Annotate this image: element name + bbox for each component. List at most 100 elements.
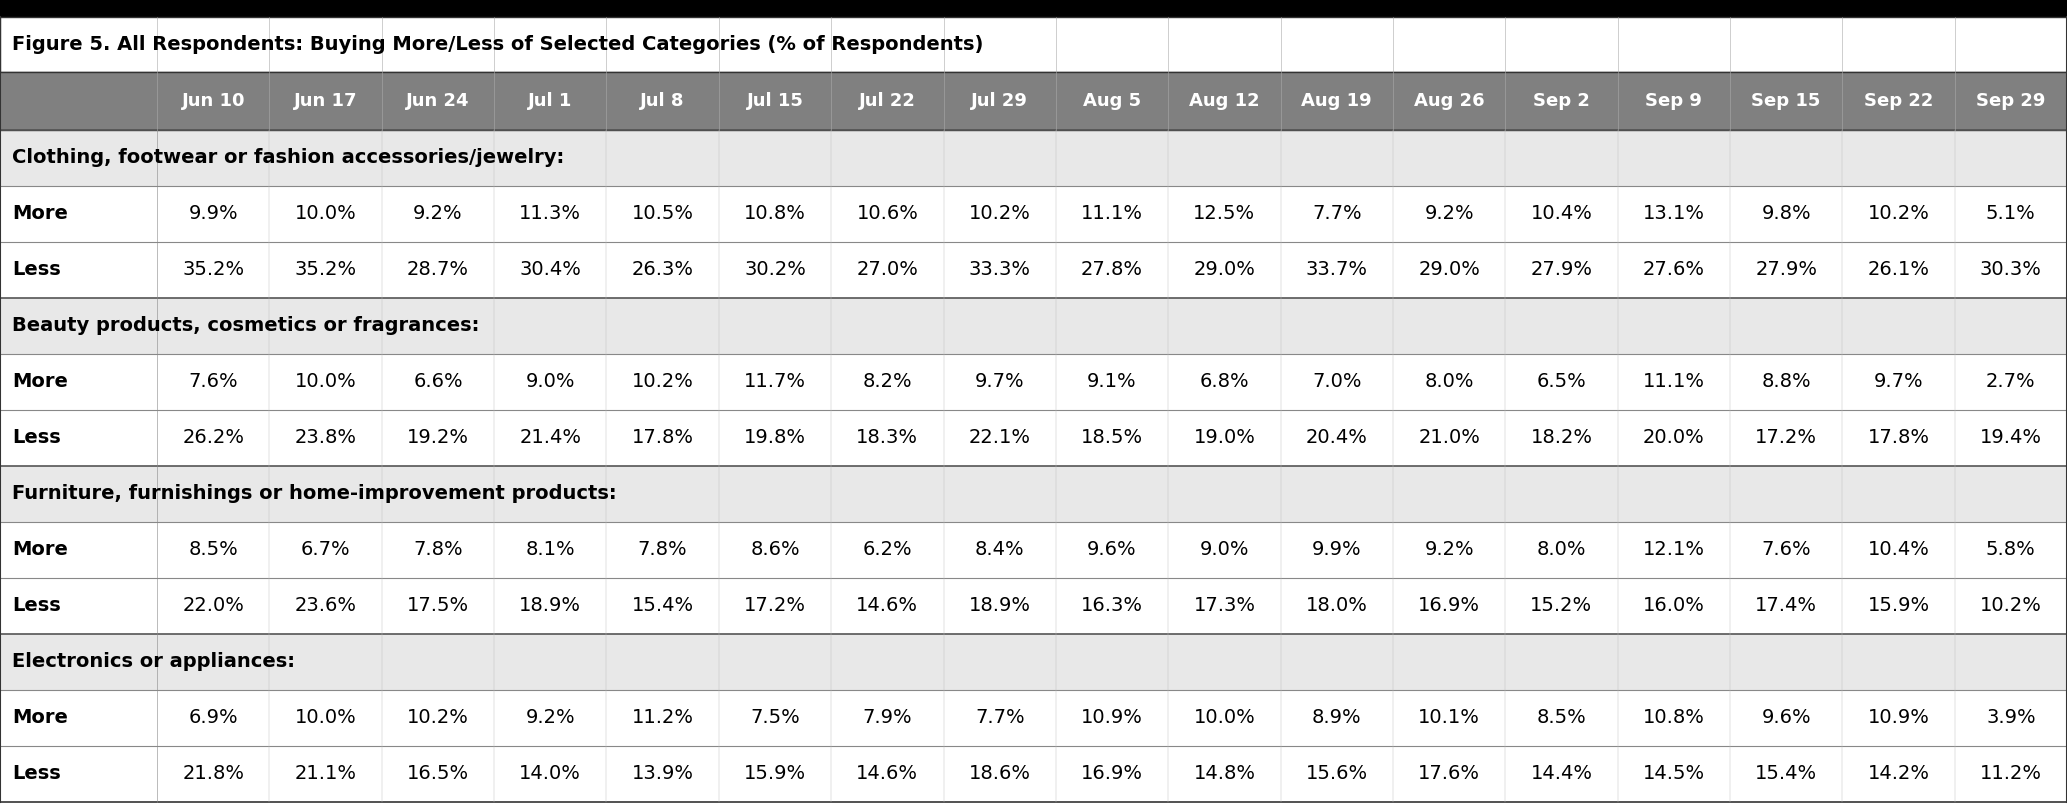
Text: 7.5%: 7.5% <box>750 708 800 728</box>
Text: 17.5%: 17.5% <box>407 596 469 616</box>
Text: 8.0%: 8.0% <box>1536 540 1585 559</box>
Text: 10.5%: 10.5% <box>633 204 695 223</box>
Text: 2.7%: 2.7% <box>1986 372 2036 391</box>
Text: 18.9%: 18.9% <box>519 596 581 616</box>
Text: 21.4%: 21.4% <box>519 428 581 447</box>
Text: 22.0%: 22.0% <box>182 596 244 616</box>
Text: 3.9%: 3.9% <box>1986 708 2036 728</box>
Text: 17.8%: 17.8% <box>633 428 695 447</box>
Text: 5.1%: 5.1% <box>1986 204 2036 223</box>
Text: 19.0%: 19.0% <box>1193 428 1255 447</box>
Bar <box>0 578 2067 634</box>
Text: Jun 24: Jun 24 <box>407 92 469 110</box>
Text: Aug 19: Aug 19 <box>1302 92 1372 110</box>
Text: Jun 17: Jun 17 <box>294 92 358 110</box>
Text: 17.8%: 17.8% <box>1867 428 1929 447</box>
Text: 10.1%: 10.1% <box>1418 708 1480 728</box>
Text: 11.2%: 11.2% <box>633 708 695 728</box>
Text: 11.1%: 11.1% <box>1081 204 1143 223</box>
Text: 11.7%: 11.7% <box>744 372 806 391</box>
Text: 9.6%: 9.6% <box>1761 708 1811 728</box>
Text: 22.1%: 22.1% <box>969 428 1031 447</box>
Text: 10.0%: 10.0% <box>296 204 356 223</box>
Text: 27.9%: 27.9% <box>1755 260 1817 279</box>
Text: Aug 5: Aug 5 <box>1083 92 1141 110</box>
Bar <box>0 73 2067 130</box>
Text: 17.3%: 17.3% <box>1193 596 1255 616</box>
Text: Aug 26: Aug 26 <box>1414 92 1484 110</box>
Text: 10.0%: 10.0% <box>296 708 356 728</box>
Text: 8.0%: 8.0% <box>1424 372 1474 391</box>
Text: Less: Less <box>12 428 62 447</box>
Bar <box>0 746 2067 802</box>
Text: 14.2%: 14.2% <box>1867 764 1929 783</box>
Bar <box>0 185 2067 242</box>
Text: 14.5%: 14.5% <box>1643 764 1705 783</box>
Text: 19.8%: 19.8% <box>744 428 806 447</box>
Text: 6.7%: 6.7% <box>302 540 351 559</box>
Text: 10.9%: 10.9% <box>1869 708 1929 728</box>
Text: 7.6%: 7.6% <box>188 372 238 391</box>
Text: 6.5%: 6.5% <box>1536 372 1585 391</box>
Text: 6.6%: 6.6% <box>413 372 463 391</box>
Text: 30.2%: 30.2% <box>744 260 806 279</box>
Bar <box>0 297 2067 354</box>
Text: 9.2%: 9.2% <box>1424 204 1474 223</box>
Text: 9.2%: 9.2% <box>525 708 575 728</box>
Text: 9.1%: 9.1% <box>1087 372 1137 391</box>
Text: 14.6%: 14.6% <box>856 764 918 783</box>
Text: 23.8%: 23.8% <box>296 428 358 447</box>
Text: Less: Less <box>12 260 62 279</box>
Text: 18.2%: 18.2% <box>1530 428 1592 447</box>
Text: Aug 12: Aug 12 <box>1189 92 1259 110</box>
Text: More: More <box>12 708 68 728</box>
Text: 27.8%: 27.8% <box>1081 260 1143 279</box>
Text: 5.8%: 5.8% <box>1986 540 2036 559</box>
Text: 30.4%: 30.4% <box>519 260 581 279</box>
Text: 18.3%: 18.3% <box>856 428 918 447</box>
Text: 26.3%: 26.3% <box>633 260 695 279</box>
Bar <box>0 521 2067 578</box>
Bar <box>0 242 2067 297</box>
Text: 10.2%: 10.2% <box>407 708 469 728</box>
Bar <box>0 690 2067 746</box>
Text: 28.7%: 28.7% <box>407 260 469 279</box>
Text: 35.2%: 35.2% <box>182 260 244 279</box>
Text: 11.2%: 11.2% <box>1980 764 2042 783</box>
Text: 9.2%: 9.2% <box>1424 540 1474 559</box>
Bar <box>0 0 2067 17</box>
Text: 8.4%: 8.4% <box>976 540 1025 559</box>
Text: 21.8%: 21.8% <box>182 764 244 783</box>
Text: 9.7%: 9.7% <box>1873 372 1922 391</box>
Bar <box>0 17 2067 73</box>
Text: 18.6%: 18.6% <box>969 764 1031 783</box>
Text: 8.6%: 8.6% <box>750 540 800 559</box>
Text: 17.2%: 17.2% <box>744 596 806 616</box>
Text: 6.9%: 6.9% <box>188 708 238 728</box>
Text: 15.6%: 15.6% <box>1306 764 1368 783</box>
Bar <box>0 466 2067 521</box>
Text: 11.3%: 11.3% <box>519 204 581 223</box>
Text: 33.7%: 33.7% <box>1306 260 1368 279</box>
Text: Less: Less <box>12 764 62 783</box>
Text: Electronics or appliances:: Electronics or appliances: <box>12 652 296 671</box>
Text: 17.2%: 17.2% <box>1755 428 1817 447</box>
Text: 18.0%: 18.0% <box>1306 596 1368 616</box>
Text: 16.5%: 16.5% <box>407 764 469 783</box>
Bar <box>0 409 2067 466</box>
Text: 9.0%: 9.0% <box>1199 540 1248 559</box>
Text: 17.4%: 17.4% <box>1755 596 1817 616</box>
Text: 17.6%: 17.6% <box>1418 764 1480 783</box>
Text: 14.4%: 14.4% <box>1530 764 1592 783</box>
Text: 27.0%: 27.0% <box>856 260 918 279</box>
Text: 20.4%: 20.4% <box>1306 428 1368 447</box>
Text: Jul 1: Jul 1 <box>529 92 573 110</box>
Text: Jul 22: Jul 22 <box>860 92 916 110</box>
Text: 19.2%: 19.2% <box>407 428 469 447</box>
Text: 16.3%: 16.3% <box>1081 596 1143 616</box>
Text: 10.9%: 10.9% <box>1081 708 1143 728</box>
Text: 14.8%: 14.8% <box>1193 764 1255 783</box>
Text: 7.7%: 7.7% <box>1313 204 1362 223</box>
Text: Sep 29: Sep 29 <box>1976 92 2046 110</box>
Text: 33.3%: 33.3% <box>969 260 1031 279</box>
